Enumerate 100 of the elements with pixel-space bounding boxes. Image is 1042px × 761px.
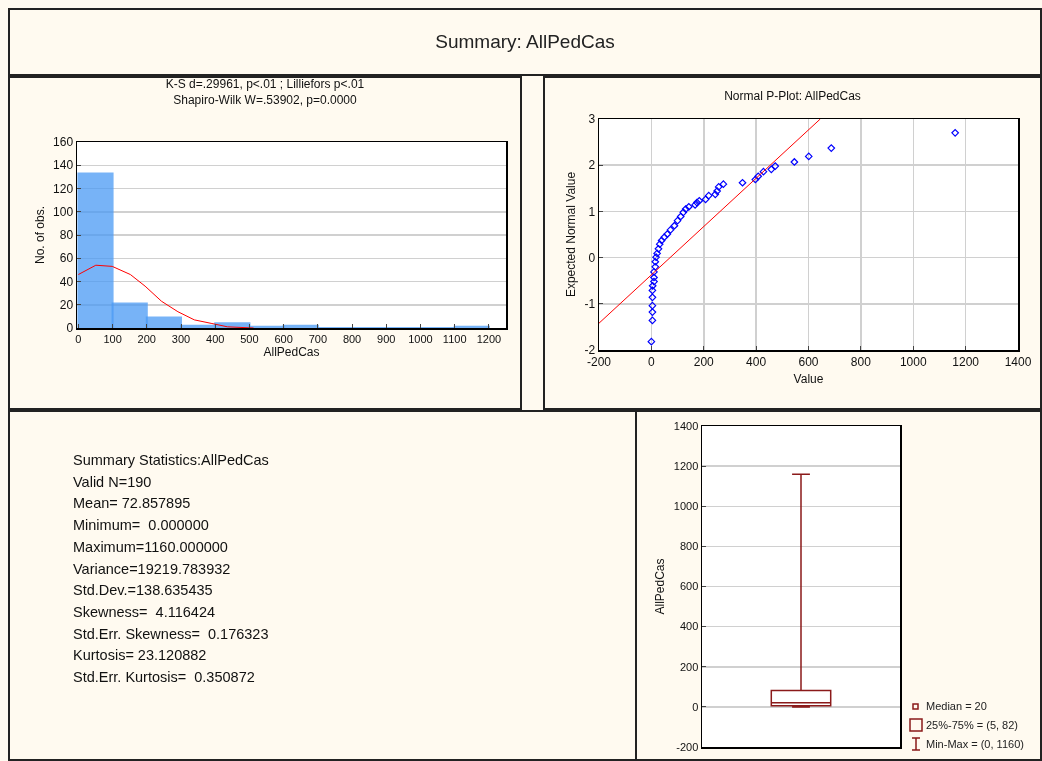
point — [704, 191, 713, 200]
point — [951, 129, 959, 137]
point — [684, 202, 693, 211]
point — [738, 178, 747, 187]
point — [676, 212, 685, 221]
y-axis-title: No. of obs. — [32, 205, 47, 265]
y-tick-label: -200 — [676, 740, 699, 753]
x-tick-label: 600 — [798, 354, 819, 369]
point — [670, 221, 679, 230]
point — [660, 233, 669, 242]
point — [652, 253, 660, 261]
point — [691, 201, 699, 209]
x-tick-label: 1400 — [1004, 354, 1032, 369]
x-tick-label: 400 — [746, 354, 767, 369]
x-tick-label: 1000 — [408, 332, 433, 345]
x-tick-label: 1100 — [442, 332, 467, 345]
point — [663, 230, 672, 238]
y-tick-label: 20 — [59, 297, 74, 312]
text: Kurtosis= 23.120882 — [73, 647, 207, 664]
y-tick-label: 0 — [588, 250, 596, 265]
point — [648, 301, 657, 310]
point — [681, 205, 690, 213]
point — [647, 337, 656, 346]
text: Mean= 72.857895 — [73, 495, 191, 512]
y-axis-title: Expected Normal Value — [563, 171, 578, 298]
y-tick-label: 200 — [679, 660, 699, 673]
y-tick-label: 80 — [59, 228, 74, 243]
point — [648, 316, 657, 325]
text: Median = 20 — [926, 699, 987, 712]
x-tick-label: 1200 — [952, 354, 980, 369]
y-tick-label: 120 — [53, 181, 74, 196]
text: Std.Err. Kurtosis= 0.350872 — [73, 669, 255, 686]
point — [695, 196, 704, 205]
point — [650, 268, 658, 276]
y-tick-label: 1 — [588, 204, 596, 219]
point — [648, 281, 657, 290]
x-tick-label: 300 — [171, 332, 191, 345]
text: Summary Statistics:AllPedCas — [73, 452, 269, 468]
x-tick-label: 800 — [850, 354, 872, 369]
text: Valid N=190 — [73, 473, 152, 490]
text: Std.Dev.=138.635435 — [73, 582, 213, 599]
y-tick-label: 800 — [679, 540, 699, 553]
point — [654, 244, 663, 253]
point — [751, 175, 760, 184]
point — [804, 152, 813, 161]
point — [714, 183, 723, 191]
point — [711, 190, 720, 199]
point — [648, 293, 657, 302]
x-tick-label: 200 — [137, 332, 156, 345]
point — [767, 165, 776, 174]
x-tick-label: 500 — [240, 332, 259, 345]
x-tick-label: 700 — [308, 332, 328, 345]
y-tick-label: 140 — [53, 158, 74, 173]
point — [651, 257, 660, 266]
point — [719, 180, 728, 188]
y-tick-label: 1200 — [673, 459, 699, 472]
y-tick-label: 60 — [59, 251, 74, 266]
point — [754, 172, 763, 181]
point — [713, 187, 721, 195]
x-tick-label: 1000 — [899, 354, 927, 369]
point — [657, 236, 666, 245]
x-axis-title: AllPedCas — [263, 345, 320, 360]
point — [701, 195, 710, 204]
y-tick-label: 100 — [53, 204, 74, 219]
text: Skewness= 4.116424 — [73, 603, 216, 620]
x-tick-label: 0 — [75, 332, 82, 345]
y-tick-label: 400 — [679, 620, 699, 633]
point — [655, 240, 664, 249]
text: Summary: AllPedCas — [435, 31, 615, 53]
point — [771, 162, 780, 170]
point — [650, 273, 658, 282]
x-axis-title: Value — [793, 371, 824, 386]
point — [693, 198, 701, 207]
chart-subtitle: Shapiro-Wilk W=.53902, p=0.0000 — [173, 92, 358, 107]
text: Maximum=1160.000000 — [73, 538, 228, 555]
point — [653, 249, 661, 258]
point — [648, 286, 657, 295]
point — [648, 308, 657, 316]
point — [790, 158, 799, 166]
point — [651, 262, 660, 271]
point — [666, 226, 675, 234]
y-tick-label: -1 — [584, 297, 596, 311]
y-tick-label: 0 — [692, 700, 699, 713]
text: Std.Err. Skewness= 0.176323 — [73, 625, 269, 642]
y-tick-label: 600 — [679, 580, 699, 593]
x-tick-label: 900 — [377, 332, 396, 345]
x-tick-label: 200 — [693, 354, 715, 369]
y-tick-label: 40 — [59, 274, 74, 289]
point — [827, 144, 836, 152]
chart-title: Normal P-Plot: AllPedCas — [724, 88, 861, 103]
chart-title: K-S d=.29961, p<.01 ; Lilliefors p<.01 — [165, 76, 365, 91]
x-tick-label: 0 — [648, 354, 656, 369]
x-tick-label: 600 — [274, 332, 293, 345]
point — [759, 167, 768, 176]
y-tick-label: 160 — [53, 135, 74, 150]
x-tick-label: 800 — [342, 332, 362, 345]
text: Minimum= 0.000000 — [73, 517, 209, 534]
y-tick-label: -2 — [584, 343, 596, 358]
x-tick-label: 100 — [103, 332, 122, 345]
x-tick-label: 400 — [206, 332, 225, 345]
